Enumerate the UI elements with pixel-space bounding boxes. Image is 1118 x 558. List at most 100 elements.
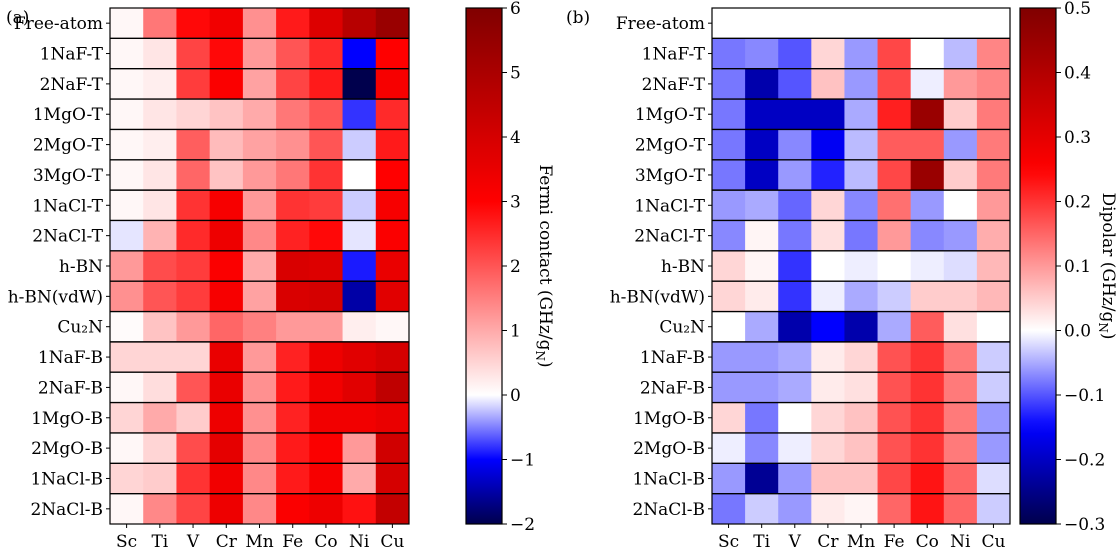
heatmap-cell [910, 129, 945, 161]
heatmap-cell [976, 250, 1011, 282]
heatmap-cell [176, 402, 211, 434]
heatmap-cell [844, 311, 879, 343]
panel-label: (b) [566, 8, 590, 28]
heatmap-cell [342, 129, 377, 161]
column-label: V [788, 532, 802, 552]
row-label: 2NaF-T [642, 75, 706, 95]
heatmap-cell [745, 220, 779, 252]
heatmap-cell [242, 159, 277, 191]
heatmap-cell [811, 311, 845, 343]
heatmap-cell [778, 311, 812, 343]
heatmap-cell [143, 341, 177, 373]
heatmap-cell [778, 372, 812, 404]
heatmap-cell [844, 432, 879, 464]
heatmap-cell [242, 493, 277, 525]
heatmap-cell [844, 129, 879, 161]
heatmap-cell [309, 493, 344, 525]
heatmap-cell [877, 129, 912, 161]
heatmap-cell [877, 68, 912, 100]
heatmap-cell [976, 129, 1011, 161]
heatmap-cell [276, 372, 310, 404]
heatmap-cell [342, 341, 377, 373]
heatmap-cell [342, 8, 377, 39]
column-label: Co [314, 532, 337, 552]
heatmap-cell [375, 402, 410, 434]
heatmap-cell [844, 463, 879, 495]
heatmap-cell [976, 493, 1011, 525]
heatmap-cell [209, 463, 244, 495]
heatmap-cell [811, 159, 845, 191]
column-label: Mn [245, 532, 273, 552]
row-label: Free-atom [616, 14, 705, 34]
heatmap-cell [910, 372, 945, 404]
heatmap-cell [712, 281, 746, 313]
heatmap-cell [712, 220, 746, 252]
heatmap-cell [811, 99, 845, 130]
heatmap-cell [943, 341, 978, 373]
heatmap-cell [976, 99, 1011, 130]
colorbar-gradient [465, 7, 503, 525]
heatmap-cell [745, 341, 779, 373]
colorbar-tick-label: −0.2 [1064, 451, 1105, 471]
heatmap-cell [877, 38, 912, 70]
row-label: Cu₂N [659, 318, 705, 338]
heatmap-cell [375, 493, 410, 525]
heatmap-cell [910, 38, 945, 70]
heatmap-cell [877, 463, 912, 495]
heatmap-cell [910, 402, 945, 434]
heatmap-cell [745, 402, 779, 434]
heatmap-cell [811, 463, 845, 495]
heatmap-cell [143, 99, 177, 130]
colorbar-tick-label: 6 [510, 0, 521, 19]
colorbar-tick-label: 0 [510, 386, 521, 406]
heatmap-cell [943, 281, 978, 313]
row-label: 2MgO-T [33, 136, 104, 156]
heatmap-cell [209, 432, 244, 464]
heatmap-cell [811, 250, 845, 282]
heatmap-cell [242, 190, 277, 221]
heatmap-cell [276, 68, 310, 100]
heatmap-cell [943, 463, 978, 495]
heatmap-cell [811, 372, 845, 404]
heatmap-cell [778, 341, 812, 373]
heatmap-cell [276, 99, 310, 130]
heatmap-cell [976, 8, 1011, 39]
heatmap-cell [712, 493, 746, 525]
heatmap-cell [342, 68, 377, 100]
row-label: 1NaCl-B [30, 469, 103, 489]
column-label: Ti [151, 532, 168, 552]
heatmap-cell [778, 432, 812, 464]
heatmap-cell [176, 8, 211, 39]
heatmap-cell [375, 372, 410, 404]
heatmap-cell [778, 281, 812, 313]
heatmap-cell [176, 190, 211, 221]
heatmap-cell [811, 8, 845, 39]
heatmap-cell [110, 341, 144, 373]
heatmap-cell [342, 372, 377, 404]
heatmap-cell [110, 250, 144, 282]
heatmap-cell [976, 402, 1011, 434]
row-label: 3MgO-T [635, 166, 706, 186]
column-label: Sc [718, 532, 739, 552]
heatmap-cell [375, 463, 410, 495]
colorbar-tick-label: −1 [510, 451, 535, 471]
heatmap-cell [877, 432, 912, 464]
heatmap-cell [375, 220, 410, 252]
heatmap-cell [276, 8, 310, 39]
heatmap-cell [242, 250, 277, 282]
heatmap-cell [375, 311, 410, 343]
heatmap-cell [943, 129, 978, 161]
row-label: Cu₂N [57, 318, 103, 338]
heatmap-cell [712, 8, 746, 39]
heatmap-cell [375, 159, 410, 191]
heatmap-cell [242, 341, 277, 373]
heatmap-cell [844, 493, 879, 525]
heatmap-cell [309, 38, 344, 70]
heatmap-cell [877, 8, 912, 39]
heatmap-cell [844, 341, 879, 373]
heatmap-cell [778, 190, 812, 221]
heatmap-cell [309, 159, 344, 191]
heatmap-cell [110, 402, 144, 434]
heatmap-cell [176, 432, 211, 464]
panel-0-heatmap: Free-atom 1NaF-T 2NaF-T 1MgO-T 2MgO-T 3MgO-T 1… [6, 7, 410, 552]
